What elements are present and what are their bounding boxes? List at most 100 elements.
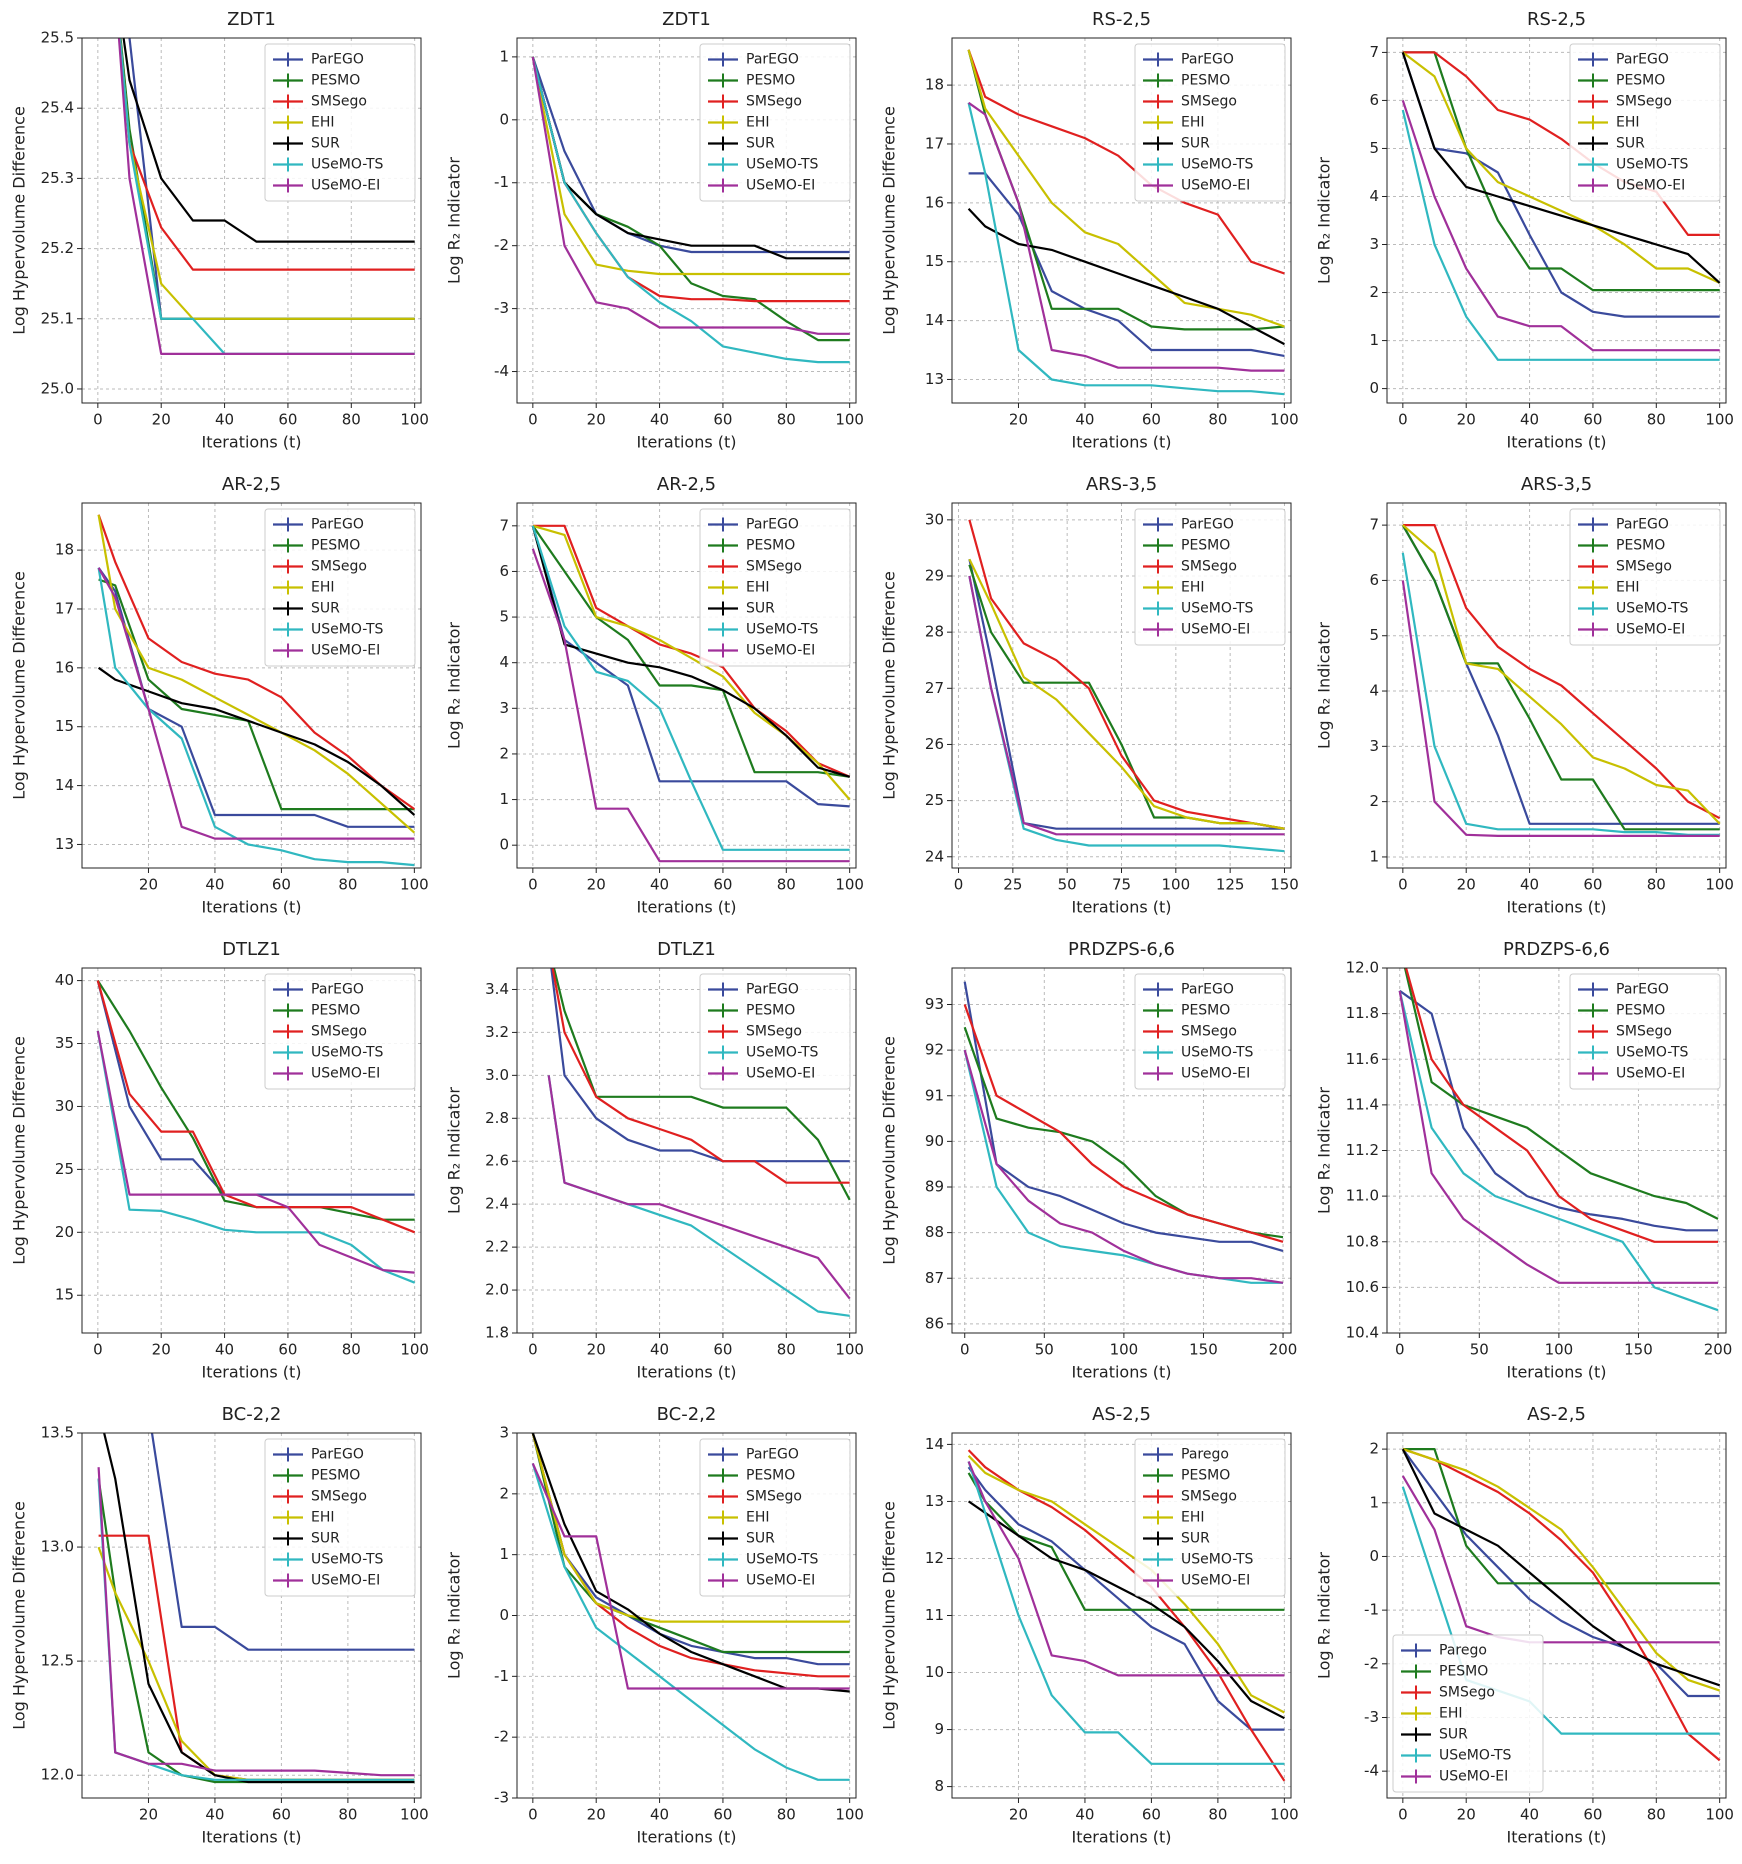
x-tick-label: 0 [528, 1341, 538, 1359]
y-tick-label: 25.5 [41, 29, 74, 47]
x-tick-label: 100 [1705, 876, 1734, 894]
legend-label: EHI [746, 115, 770, 131]
x-tick-label: 100 [835, 411, 864, 429]
y-tick-label: 12 [925, 1549, 944, 1567]
series-line [551, 968, 850, 1184]
y-tick-label: 87 [925, 1269, 944, 1287]
legend-label: PESMO [1616, 1003, 1665, 1019]
series-line [150, 1433, 415, 1651]
series-line [552, 968, 851, 1201]
y-tick-label: 2.4 [485, 1195, 509, 1213]
y-tick-label: 1 [499, 1545, 509, 1563]
series-group [1401, 524, 1721, 837]
chart-title: ARS-3,5 [1086, 474, 1157, 495]
legend-label: ParEGO [746, 517, 799, 533]
y-tick-label: 1 [1369, 331, 1379, 349]
x-tick-label: 60 [272, 1806, 291, 1824]
legend-label: USeMO-TS [1181, 157, 1254, 173]
legend-label: USeMO-EI [1181, 622, 1250, 638]
series-line [967, 101, 1285, 372]
series-line [967, 1449, 1286, 1782]
y-tick-label: 10.6 [1346, 1278, 1379, 1296]
y-tick-label: 11.8 [1346, 1004, 1379, 1022]
chart-title: AS-2,5 [1527, 1404, 1586, 1425]
panel: RS-2,5 13 14 15 16 17 18 20 40 60 80 100 Iterations … [880, 9, 1299, 452]
y-tick-label: 30 [925, 510, 944, 528]
series-line [118, 38, 415, 271]
y-tick-label: 2 [499, 1484, 509, 1502]
x-tick-label: 100 [400, 411, 429, 429]
x-axis-label: Iterations (t) [1071, 1363, 1171, 1382]
y-tick-label: -4 [494, 362, 509, 380]
legend-label: PESMO [311, 73, 360, 89]
x-tick-label: 50 [1035, 1341, 1054, 1359]
series-line [1402, 1448, 1721, 1762]
series-line [97, 1467, 415, 1777]
y-tick-label: 13 [55, 835, 74, 853]
legend-box [264, 43, 416, 202]
legend-label: ParEGO [1181, 982, 1234, 998]
y-axis-label: Log R₂ Indicator [445, 1087, 464, 1214]
x-axis-label: Iterations (t) [201, 433, 301, 452]
legend-label: PESMO [1181, 538, 1230, 554]
series-line [967, 1461, 1285, 1677]
series-group [531, 56, 850, 364]
y-tick-label: 3 [1369, 235, 1379, 253]
legend-label: SUR [1181, 136, 1210, 152]
y-axis-label: Log Hypervolume Difference [10, 1501, 29, 1730]
series-line [967, 207, 1285, 346]
x-tick-label: 80 [1647, 876, 1666, 894]
y-tick-label: 89 [925, 1178, 944, 1196]
y-tick-label: -3 [1364, 1708, 1379, 1726]
y-tick-label: 11.0 [1346, 1187, 1379, 1205]
x-tick-label: 25 [1003, 876, 1022, 894]
x-axis-label: Iterations (t) [1071, 898, 1171, 917]
legend-label: SMSego [746, 1024, 802, 1040]
legend-label: SMSego [1616, 559, 1672, 575]
y-tick-label: 13 [925, 370, 944, 388]
y-tick-label: 25.1 [41, 309, 74, 327]
x-tick-label: 20 [152, 411, 171, 429]
x-tick-label: 40 [205, 876, 224, 894]
y-tick-label: 11 [925, 1606, 944, 1624]
series-line [1402, 524, 1721, 825]
x-tick-label: 20 [1457, 1806, 1476, 1824]
series-line [531, 1433, 850, 1654]
x-tick-label: 125 [1216, 876, 1245, 894]
x-tick-label: 80 [338, 1806, 357, 1824]
series-line [1401, 1448, 1721, 1687]
y-tick-label: 0 [1369, 379, 1379, 397]
series-line [968, 575, 1285, 836]
series-line [1402, 51, 1720, 292]
legend-label: SUR [311, 601, 340, 617]
y-tick-label: 14 [925, 311, 944, 329]
legend-label: ParEGO [746, 982, 799, 998]
x-tick-label: 100 [400, 876, 429, 894]
y-tick-label: 10 [925, 1663, 944, 1681]
y-tick-label: 12.0 [1346, 959, 1379, 977]
x-tick-label: 50 [1470, 1341, 1489, 1359]
legend-label: USeMO-TS [1616, 1045, 1689, 1061]
legend-label: PESMO [1181, 1468, 1230, 1484]
y-tick-label: 13.0 [41, 1538, 74, 1556]
panel: AS-2,5 8 9 10 11 12 13 14 20 40 60 80 100 Iterations … [880, 1404, 1299, 1847]
legend-label: SUR [746, 601, 775, 617]
y-tick-label: 11.2 [1346, 1141, 1379, 1159]
x-axis-label: Iterations (t) [1071, 1828, 1171, 1847]
legend-label: USeMO-TS [1616, 601, 1689, 617]
series-line [968, 519, 1285, 830]
x-tick-label: 0 [528, 1806, 538, 1824]
legend-label: USeMO-EI [746, 178, 815, 194]
y-tick-label: 12.0 [41, 1766, 74, 1784]
legend-label: USeMO-TS [1439, 1748, 1512, 1764]
legend-label: USeMO-TS [1181, 601, 1254, 617]
legend: ParEGO PESMO SMSego EHI SUR USeMO-TS USeMO-EI [699, 508, 851, 667]
y-tick-label: 0 [499, 836, 509, 854]
plot-frame [951, 1432, 1292, 1799]
plot-frame [516, 37, 857, 404]
x-axis-label: Iterations (t) [636, 433, 736, 452]
legend-label: ParEGO [311, 982, 364, 998]
y-tick-label: 88 [925, 1223, 944, 1241]
y-tick-label: 86 [925, 1314, 944, 1332]
